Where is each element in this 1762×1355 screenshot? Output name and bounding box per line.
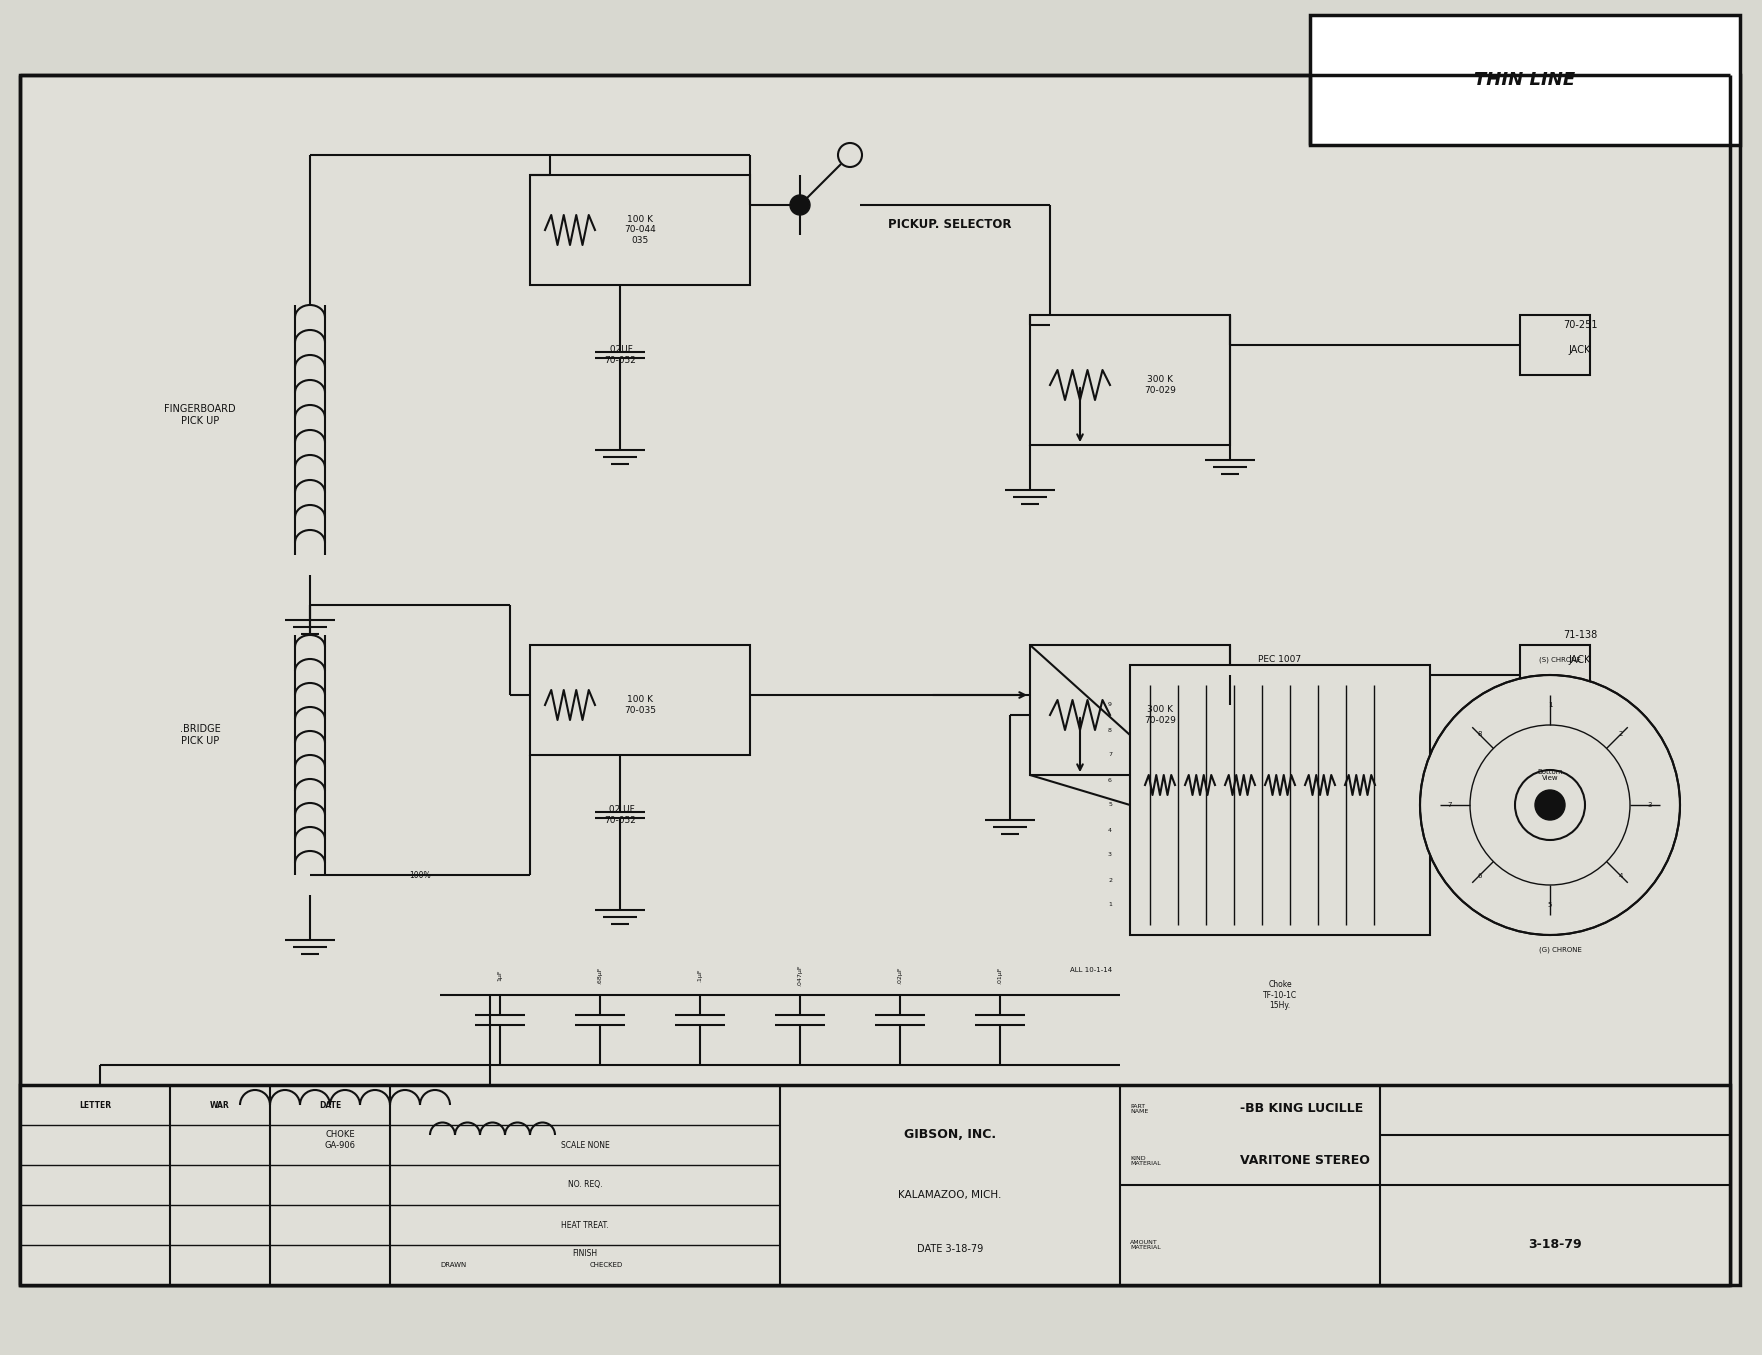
Text: 6: 6 — [1477, 873, 1482, 878]
Text: 300 K
70-029: 300 K 70-029 — [1144, 375, 1175, 394]
Text: 8: 8 — [1477, 732, 1482, 737]
Circle shape — [1420, 675, 1679, 935]
Text: 100%: 100% — [409, 870, 432, 879]
Text: LETTER: LETTER — [79, 1100, 111, 1110]
Text: 1μF: 1μF — [497, 969, 502, 981]
Text: CHECKED: CHECKED — [590, 1262, 624, 1268]
Bar — [1521, 645, 1589, 705]
Text: 6: 6 — [1108, 778, 1112, 782]
Text: PEC 1007: PEC 1007 — [1258, 656, 1302, 664]
Bar — [19, 1085, 1730, 1285]
Bar — [530, 645, 751, 755]
Text: GIBSON, INC.: GIBSON, INC. — [904, 1129, 996, 1141]
Bar — [530, 175, 751, 285]
Bar — [1521, 314, 1589, 375]
Text: .02UF
70-052: .02UF 70-052 — [604, 346, 636, 364]
Text: FINISH: FINISH — [573, 1248, 597, 1257]
Text: .BRIDGE
PICK UP: .BRIDGE PICK UP — [180, 724, 220, 745]
Text: 100 K
70-035: 100 K 70-035 — [624, 695, 655, 714]
Text: DATE 3-18-79: DATE 3-18-79 — [916, 1244, 983, 1253]
Text: 5: 5 — [1108, 802, 1112, 808]
Text: -BB KING LUCILLE: -BB KING LUCILLE — [1240, 1103, 1364, 1115]
Bar — [19, 75, 1741, 1285]
Text: 1: 1 — [1547, 702, 1552, 709]
Text: .01μF: .01μF — [997, 966, 1003, 984]
Text: 7: 7 — [1108, 752, 1112, 757]
Text: WAR: WAR — [210, 1100, 229, 1110]
Text: 4: 4 — [1619, 873, 1623, 878]
Text: 5: 5 — [1547, 902, 1552, 908]
Text: 1: 1 — [1108, 902, 1112, 908]
Text: KALAMAZOO, MICH.: KALAMAZOO, MICH. — [899, 1190, 1001, 1201]
Text: 70-251: 70-251 — [1563, 320, 1596, 331]
Bar — [1031, 645, 1230, 775]
Text: 4: 4 — [1108, 828, 1112, 832]
Text: 71-138: 71-138 — [1563, 630, 1596, 640]
Text: .02 UF
70-052: .02 UF 70-052 — [604, 805, 636, 825]
Text: .047μF: .047μF — [798, 965, 802, 985]
Text: .68μF: .68μF — [597, 966, 603, 984]
Bar — [1031, 314, 1230, 444]
Text: 100 K
70-044
035: 100 K 70-044 035 — [624, 215, 655, 245]
Text: (S) CHRONE: (S) CHRONE — [1538, 657, 1581, 663]
Text: JACK: JACK — [1568, 654, 1591, 665]
Text: ALL 10-1-14: ALL 10-1-14 — [1070, 967, 1112, 973]
Text: JACK: JACK — [1568, 346, 1591, 355]
Text: KIND
MATERIAL: KIND MATERIAL — [1129, 1156, 1161, 1167]
Bar — [1309, 15, 1741, 145]
Text: 300 K
70-029: 300 K 70-029 — [1144, 706, 1175, 725]
Text: DATE: DATE — [319, 1100, 342, 1110]
Text: Choke
TF-10-1C
15Hy.: Choke TF-10-1C 15Hy. — [1263, 980, 1297, 1009]
Text: NO. REQ.: NO. REQ. — [567, 1180, 603, 1190]
Text: HEAT TREAT.: HEAT TREAT. — [560, 1221, 610, 1229]
Text: 3-18-79: 3-18-79 — [1528, 1238, 1582, 1252]
Text: VARITONE STEREO: VARITONE STEREO — [1240, 1154, 1369, 1168]
Text: (G) CHRONE: (G) CHRONE — [1538, 947, 1582, 954]
Text: PICKUP. SELECTOR: PICKUP. SELECTOR — [888, 218, 1011, 232]
Text: 7: 7 — [1448, 802, 1452, 808]
Text: THIN LINE: THIN LINE — [1475, 70, 1575, 89]
Circle shape — [1535, 790, 1565, 820]
Text: DRAWN: DRAWN — [440, 1262, 467, 1268]
Text: FINGERBOARD
PICK UP: FINGERBOARD PICK UP — [164, 404, 236, 425]
Text: 3: 3 — [1647, 802, 1653, 808]
Circle shape — [839, 144, 862, 167]
Text: AMOUNT
MATERIAL: AMOUNT MATERIAL — [1129, 1240, 1161, 1251]
Text: 9: 9 — [1108, 702, 1112, 707]
Text: .1μF: .1μF — [698, 969, 703, 982]
Text: 8: 8 — [1108, 728, 1112, 733]
Text: CHOKE
GA-906: CHOKE GA-906 — [324, 1130, 356, 1149]
Text: PART
NAME: PART NAME — [1129, 1103, 1149, 1114]
Bar — [1129, 665, 1431, 935]
Text: .02μF: .02μF — [897, 966, 902, 984]
Text: 2: 2 — [1619, 732, 1623, 737]
Text: SCALE NONE: SCALE NONE — [560, 1141, 610, 1149]
Text: Bottom
View: Bottom View — [1536, 768, 1563, 782]
Text: 3: 3 — [1108, 852, 1112, 858]
Circle shape — [789, 195, 811, 215]
Text: 2: 2 — [1108, 878, 1112, 882]
